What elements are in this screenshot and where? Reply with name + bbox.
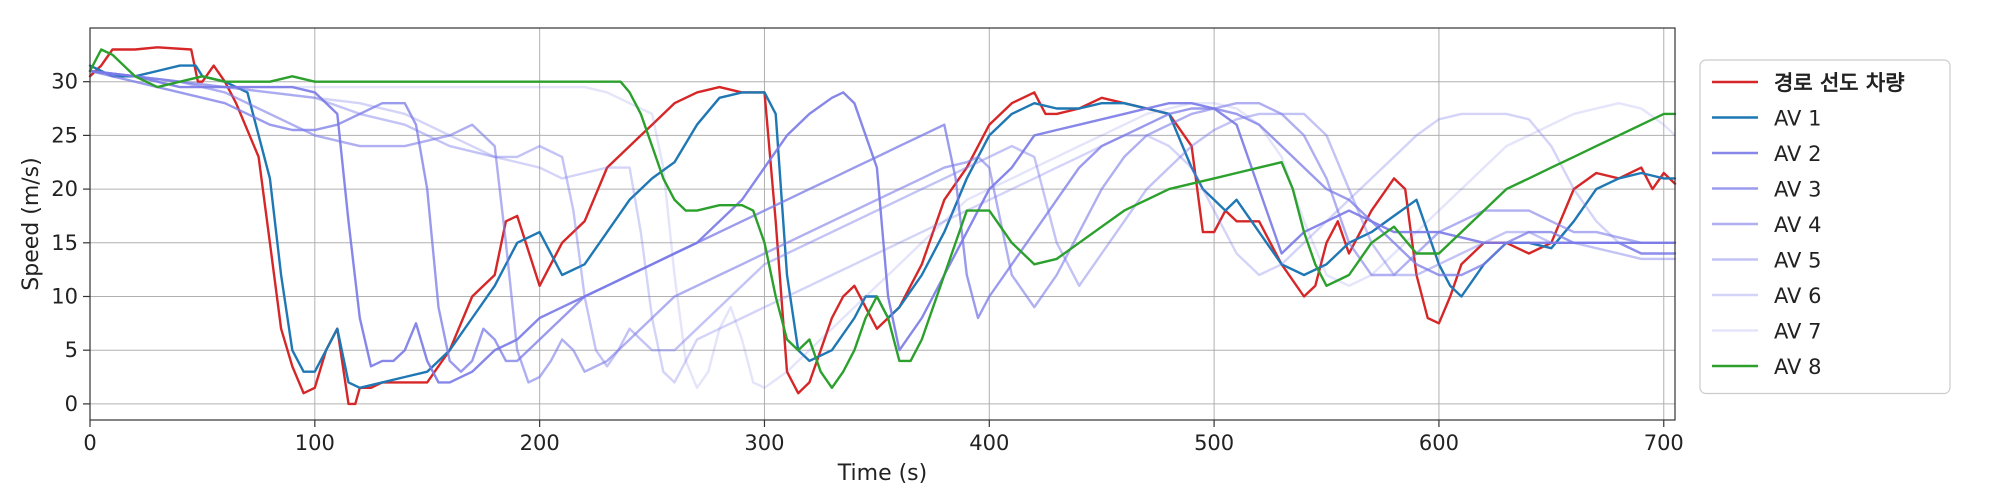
legend-label: AV 1 [1774,107,1821,131]
series-line-1 [88,64,1677,389]
grid-lines [89,28,1675,420]
x-axis-ticks: 0 100 200 300 400 500 600 700 [83,420,1684,455]
series-line-0 [88,46,1677,406]
legend-label: AV 7 [1774,320,1821,344]
legend-label: AV 2 [1774,142,1821,166]
legend-box [1699,59,1951,395]
series-line-7 [88,69,1677,389]
x-tick-label: 100 [295,431,335,455]
legend-label: 경로 선도 차량 [1774,71,1905,95]
series-line-8 [88,48,1677,389]
y-axis-ticks: 0 5 10 15 20 25 30 [51,70,90,416]
x-tick-label: 300 [744,431,784,455]
series-line-5 [88,69,1677,368]
y-tick-label: 20 [51,177,78,201]
x-axis-label: Time (s) [837,461,927,486]
legend-label: AV 3 [1774,178,1821,202]
x-tick-label: 200 [520,431,560,455]
series-line-3 [88,69,1677,373]
x-tick-label: 0 [83,431,96,455]
plot-frame [89,27,1676,421]
x-tick-label: 400 [969,431,1009,455]
legend-label: AV 5 [1774,249,1821,273]
y-tick-label: 0 [65,392,78,416]
series-line-4 [88,69,1677,384]
x-tick-label: 700 [1644,431,1684,455]
series-lines [88,46,1677,406]
y-axis-label: Speed (m/s) [19,157,44,290]
legend-label: AV 4 [1774,213,1821,237]
series-line-2 [88,69,1677,384]
y-tick-label: 5 [65,338,78,362]
y-tick-label: 15 [51,231,78,255]
y-tick-label: 30 [51,70,78,94]
legend-label: AV 8 [1774,355,1821,379]
x-tick-label: 600 [1419,431,1459,455]
x-tick-label: 500 [1194,431,1234,455]
legend-label: AV 6 [1774,284,1821,308]
y-tick-label: 25 [51,123,78,147]
legend: 경로 선도 차량 AV 1 AV 2 AV 3 AV 4 AV 5 AV 6 AV 7 AV 8 [1699,59,1951,395]
y-tick-label: 10 [51,284,78,308]
